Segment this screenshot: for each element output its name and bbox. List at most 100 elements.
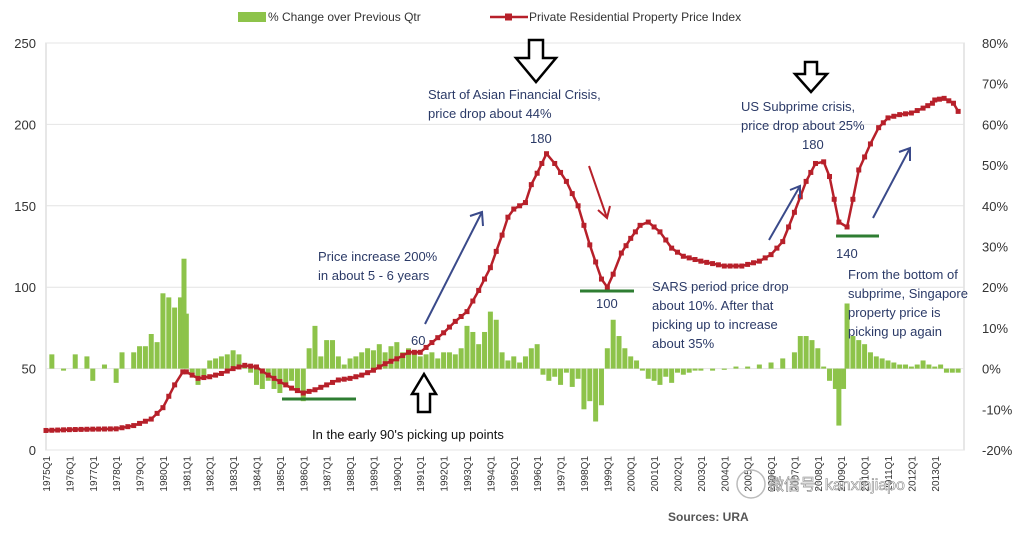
price-index-point <box>563 178 569 184</box>
price-index-point <box>183 369 189 375</box>
pct-change-bar <box>698 368 704 371</box>
price-index-point <box>628 235 634 241</box>
pct-change-bar <box>423 354 429 369</box>
price-index-point <box>812 160 818 166</box>
price-index-point <box>230 366 236 372</box>
pct-change-bar <box>341 364 347 369</box>
pct-change-bar <box>394 342 400 369</box>
pct-change-bar <box>189 368 195 373</box>
x-tick-label: 1988Q1 <box>346 456 357 492</box>
pct-change-bar <box>891 362 897 369</box>
price-index-point <box>808 169 814 175</box>
price-index-point <box>259 368 265 374</box>
left-tick-label: 100 <box>14 280 36 295</box>
price-index-point <box>131 423 137 429</box>
price-index-point <box>435 335 441 341</box>
x-tick-label: 2010Q1 <box>861 456 872 492</box>
pct-change-bar <box>903 364 909 369</box>
price-index-point <box>493 248 499 254</box>
x-tick-label: 1984Q1 <box>252 456 263 492</box>
pct-change-bar <box>72 354 78 369</box>
pct-change-bar <box>160 293 166 369</box>
price-index-point <box>487 265 493 271</box>
right-tick-label: 80% <box>982 36 1008 51</box>
pct-change-bar <box>511 356 517 369</box>
pct-change-bar <box>780 358 786 369</box>
annotation-subprime-line1: US Subprime crisis, <box>741 99 855 114</box>
right-tick-label: 60% <box>982 117 1008 132</box>
right-tick-label: 50% <box>982 158 1008 173</box>
pct-change-bar <box>581 368 587 410</box>
price-index-point <box>618 250 624 256</box>
price-index-point <box>903 111 909 117</box>
pct-change-bar <box>137 346 143 369</box>
price-index-point <box>464 309 470 315</box>
pct-change-bar <box>517 362 523 369</box>
pct-change-bar <box>628 356 634 369</box>
price-index-point <box>669 245 675 251</box>
price-index-point <box>388 358 394 364</box>
annotation-sars-line2: about 10%. After that <box>652 298 774 313</box>
down-arrow-icon-2008 <box>792 60 830 94</box>
pct-change-bar <box>885 360 891 369</box>
x-tick-label: 1976Q1 <box>65 456 76 492</box>
price-index-point <box>137 420 143 426</box>
pct-change-bar <box>131 352 137 369</box>
price-index-point <box>446 324 452 330</box>
x-tick-label: 1982Q1 <box>206 456 217 492</box>
watermark: 微信号: kanxinjiapo <box>736 469 905 499</box>
pct-change-bar <box>651 368 657 381</box>
price-index-point <box>370 367 376 373</box>
x-tick-label: 2000Q1 <box>627 456 638 492</box>
price-index-point <box>300 390 306 396</box>
pct-change-bar <box>470 331 476 369</box>
pct-change-bar <box>446 352 452 369</box>
pct-change-bar <box>359 352 365 369</box>
price-index-point <box>429 340 435 346</box>
pct-change-bar <box>844 303 850 369</box>
pct-change-bar <box>920 360 926 369</box>
price-index-point <box>213 372 219 378</box>
price-index-point <box>632 229 638 235</box>
price-index-point <box>528 182 534 188</box>
source-note: Sources: URA <box>668 510 749 524</box>
price-index-point <box>657 229 663 235</box>
price-index-point <box>201 375 207 381</box>
pct-change-bar <box>821 366 827 369</box>
price-index-point <box>101 426 107 432</box>
annotation-recovery-line1: From the bottom of <box>848 267 958 282</box>
x-tick-label: 2003Q1 <box>697 456 708 492</box>
price-index-point <box>721 263 727 269</box>
pct-change-bar <box>879 358 885 369</box>
pct-change-bar <box>370 350 376 369</box>
pct-change-bar <box>534 344 540 369</box>
pct-change-bar <box>674 368 680 373</box>
price-index-point <box>604 284 610 290</box>
price-index-point <box>908 110 914 116</box>
annotation-early-90s: In the early 90's picking up points <box>312 427 504 442</box>
price-index-point <box>891 113 897 119</box>
price-index-point <box>476 287 482 293</box>
price-index-point <box>663 237 669 243</box>
price-index-point <box>353 374 359 380</box>
pct-change-bar <box>926 364 932 369</box>
x-tick-label: 1983Q1 <box>229 456 240 492</box>
pct-change-bar <box>411 352 417 369</box>
pct-change-bar <box>569 368 575 387</box>
price-index-point <box>376 364 382 370</box>
x-tick-label: 2007Q1 <box>790 456 801 492</box>
pct-change-bar <box>435 358 441 369</box>
pct-change-bar <box>803 336 809 369</box>
x-tick-label: 1980Q1 <box>159 456 170 492</box>
x-tick-label: 2005Q1 <box>744 456 755 492</box>
pct-change-bar <box>259 368 265 389</box>
pct-change-bar <box>253 368 259 385</box>
price-index-point <box>142 418 148 424</box>
price-index-point <box>160 405 166 411</box>
watermark-text: 微信号: kanxinjiapo <box>768 476 905 494</box>
pct-change-bar <box>943 368 949 373</box>
pct-change-bar <box>324 340 330 369</box>
pct-change-bar <box>575 368 581 379</box>
price-index-point <box>248 363 254 369</box>
